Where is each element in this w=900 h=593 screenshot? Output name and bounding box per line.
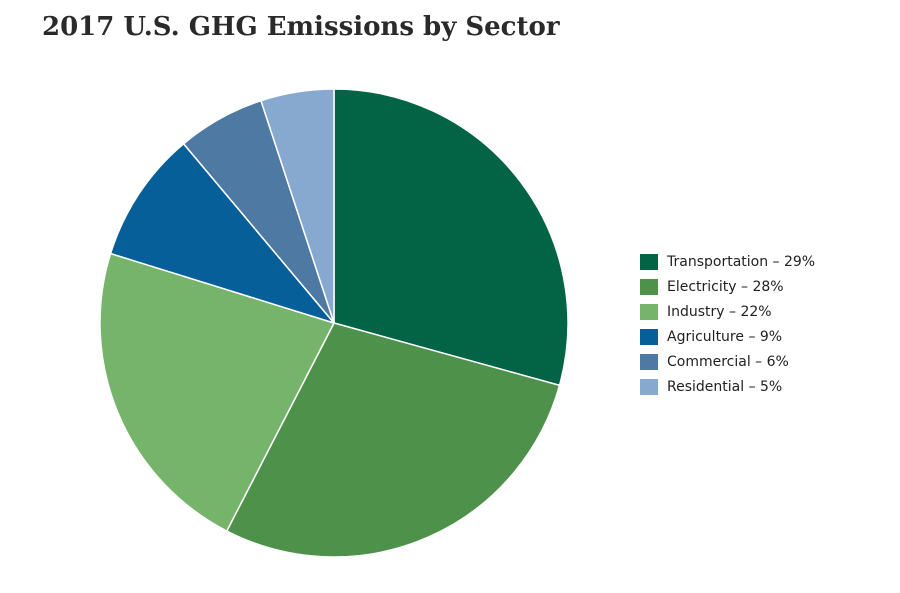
legend-item-commercial: Commercial – 6%	[640, 349, 815, 374]
pie-slice-residential	[260, 88, 335, 324]
legend-swatch	[640, 378, 658, 395]
pie-slice-transportation	[333, 88, 569, 387]
legend-label: Industry – 22%	[667, 303, 772, 320]
legend-swatch	[640, 328, 658, 345]
legend-swatch	[640, 353, 658, 370]
legend-label: Electricity – 28%	[667, 278, 784, 295]
legend-item-transportation: Transportation – 29%	[640, 249, 815, 274]
pie-slice-industry	[99, 252, 335, 532]
legend-item-industry: Industry – 22%	[640, 299, 815, 324]
legend-item-electricity: Electricity – 28%	[640, 274, 815, 299]
legend-swatch	[640, 253, 658, 270]
chart-legend: Transportation – 29% Electricity – 28% Ind…	[640, 249, 815, 399]
legend-item-residential: Residential – 5%	[640, 374, 815, 399]
legend-label: Transportation – 29%	[667, 253, 816, 270]
legend-swatch	[640, 278, 658, 295]
chart-title: 2017 U.S. GHG Emissions by Sector	[42, 12, 560, 42]
pie-slice-electricity	[226, 322, 561, 558]
legend-label: Agriculture – 9%	[667, 328, 783, 345]
legend-swatch	[640, 303, 658, 320]
pie-slice-agriculture	[109, 143, 335, 324]
legend-label: Commercial – 6%	[667, 353, 789, 370]
legend-label: Residential – 5%	[667, 378, 783, 395]
legend-item-agriculture: Agriculture – 9%	[640, 324, 815, 349]
